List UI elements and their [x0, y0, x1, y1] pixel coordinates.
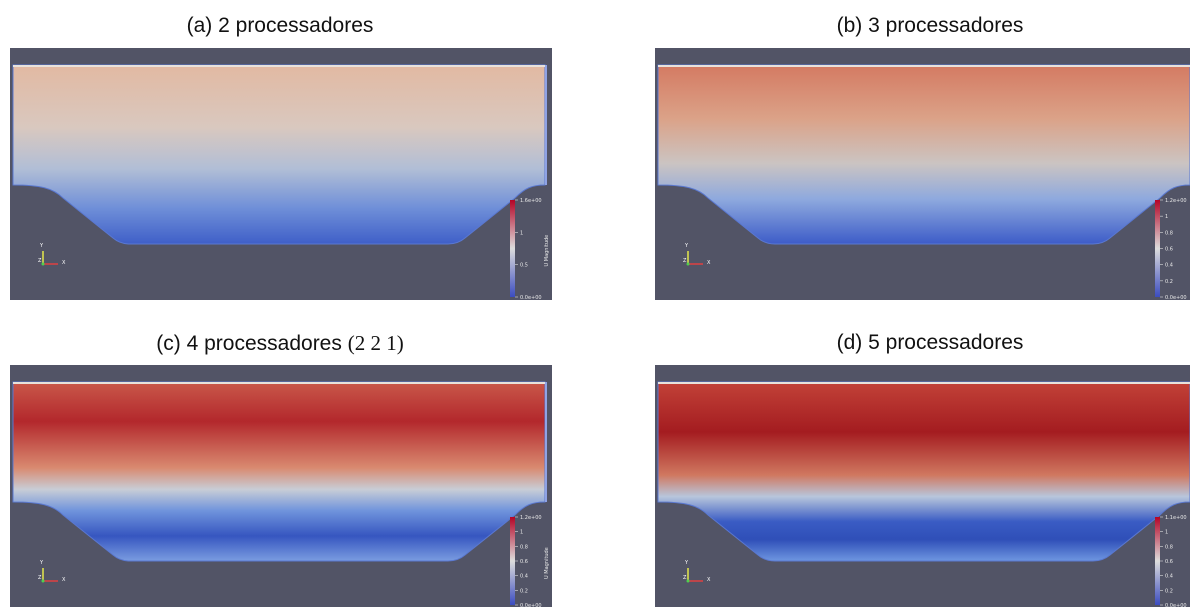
caption: (c) 4 processadores (2 2 1) — [0, 331, 560, 356]
colorbar-title: U Magnitude — [544, 547, 550, 579]
axis-label: Z — [683, 258, 687, 264]
caption-text: 3 processadores — [868, 14, 1023, 37]
colorbar-label: 0.2 — [1165, 279, 1173, 285]
axis-label: Z — [38, 258, 42, 264]
colorbar-label: 0.2 — [520, 588, 528, 594]
colorbar-label: 0.8 — [1165, 544, 1173, 550]
colorbar-label: 1.2e+00 — [1165, 198, 1187, 204]
axis-label: Z — [683, 575, 687, 581]
colorbar-label: 0.8 — [520, 544, 528, 550]
colorbar — [1155, 200, 1160, 297]
colorbar — [1155, 517, 1160, 605]
colorbar-label: 0.4 — [1165, 263, 1173, 269]
axis-label: Z — [38, 575, 42, 581]
colorbar-label: 1 — [1165, 214, 1168, 220]
colorbar-title: U Magnitude — [544, 235, 550, 267]
flow-field — [13, 65, 545, 244]
caption-math: (2 2 1) — [348, 331, 404, 355]
axis-z — [42, 580, 45, 583]
colorbar-label: 1.2e+00 — [520, 515, 542, 521]
colorbar — [510, 517, 515, 605]
flow-field — [658, 65, 1190, 244]
axis-z — [687, 263, 690, 266]
caption: (b) 3 processadores — [650, 14, 1190, 38]
axis-label: X — [707, 577, 711, 583]
caption-label: (b) — [837, 14, 863, 37]
colorbar-label: 0.2 — [1165, 588, 1173, 594]
colorbar-label: 0.8 — [1165, 230, 1173, 236]
caption-text: 5 processadores — [868, 331, 1023, 354]
axis-label: X — [62, 577, 66, 583]
colorbar-label: 1 — [520, 230, 523, 236]
colorbar — [510, 200, 515, 297]
caption-label: (d) — [837, 331, 863, 354]
caption-label: (a) — [187, 14, 213, 37]
colorbar-label: 0.5 — [520, 263, 528, 269]
colorbar-label: 1 — [1165, 530, 1168, 536]
caption-text: 2 processadores — [218, 14, 373, 37]
caption: (a) 2 processadores — [0, 14, 560, 38]
colorbar-label: 0.6 — [1165, 559, 1173, 565]
colorbar-label: 1 — [520, 530, 523, 536]
colorbar-label: 0.6 — [1165, 247, 1173, 253]
colorbar-label: 0.0e+00 — [520, 295, 542, 300]
axis-z — [42, 263, 45, 266]
flow-field — [13, 382, 545, 561]
caption-text: 4 processadores — [187, 332, 342, 355]
flow-field — [658, 382, 1190, 561]
colorbar-label: 0.0e+00 — [1165, 603, 1187, 607]
caption: (d) 5 processadores — [650, 331, 1190, 355]
caption-label: (c) — [156, 332, 181, 355]
colorbar-label: 0.4 — [1165, 574, 1173, 580]
colorbar-label: 1.1e+00 — [1165, 515, 1187, 521]
axis-label: X — [707, 260, 711, 266]
axis-z — [687, 580, 690, 583]
colorbar-label: 0.6 — [520, 559, 528, 565]
figure: (a) 2 processadoresYZX1.6e+0010.50.0e+00… — [0, 0, 1190, 607]
axis-label: X — [62, 260, 66, 266]
colorbar-label: 0.0e+00 — [1165, 295, 1187, 300]
colorbar-label: 0.4 — [520, 574, 528, 580]
colorbar-label: 1.6e+00 — [520, 198, 542, 204]
colorbar-label: 0.0e+00 — [520, 603, 542, 607]
